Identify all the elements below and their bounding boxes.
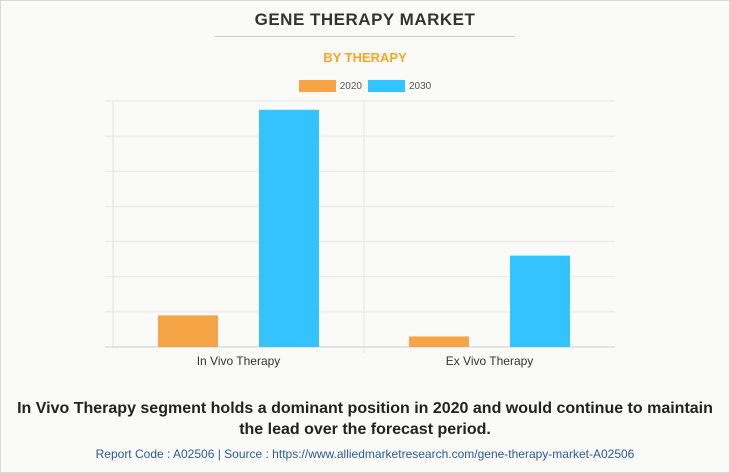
legend-label-2030: 2030 (409, 80, 432, 92)
title-divider (215, 36, 515, 37)
legend-swatch-2030 (368, 80, 405, 92)
chart-caption: In Vivo Therapy segment holds a dominant… (17, 400, 713, 438)
legend: 2020 2030 (0, 80, 730, 92)
bar-2030-in-vivo-therapy (259, 109, 319, 348)
chart-title: GENE THERAPY MARKET (254, 10, 476, 29)
legend-item-2020: 2020 (298, 80, 362, 92)
chart-subtitle: BY THERAPY (323, 50, 407, 65)
legend-label-2020: 2020 (339, 80, 362, 92)
report-source-footer: Report Code : A02506 | Source : https://… (95, 447, 635, 461)
legend-item-2030: 2030 (368, 80, 431, 92)
bar-2020-in-vivo-therapy (158, 315, 218, 347)
bar-2020-ex-vivo-therapy (409, 336, 469, 347)
bar-2030-ex-vivo-therapy (510, 255, 570, 347)
category-label: In Vivo Therapy (197, 354, 281, 368)
category-labels: In Vivo Therapy Ex Vivo Therapy (197, 354, 534, 368)
legend-swatch-2020 (298, 80, 336, 92)
bars (158, 109, 570, 348)
category-label: Ex Vivo Therapy (446, 354, 534, 368)
